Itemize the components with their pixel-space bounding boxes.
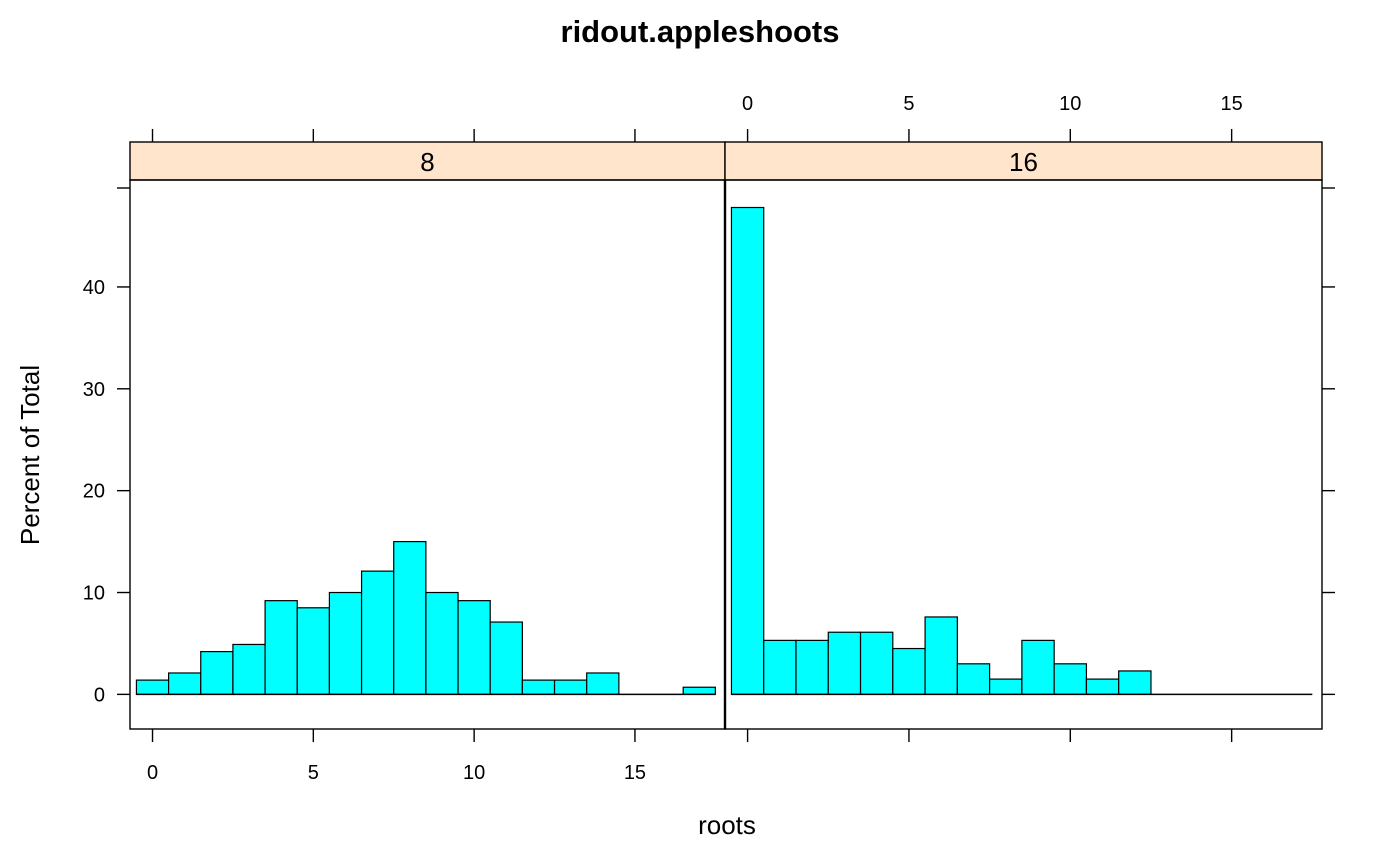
panel-16-bar <box>859 631 894 695</box>
panel-8-bar <box>521 679 556 695</box>
panel-8-bar <box>553 679 588 695</box>
panel-8-bar <box>393 540 427 695</box>
panel-16-strip <box>724 141 1323 181</box>
y-tick-label: 40 <box>83 277 105 299</box>
panel-8-bar <box>167 672 202 695</box>
panel-8-bar <box>200 650 234 695</box>
x-tick-label-top: 10 <box>1059 93 1081 115</box>
panel-8-bar <box>586 672 620 695</box>
panel-16-bar <box>795 639 829 695</box>
x-tick-label-top: 5 <box>903 93 914 115</box>
panel-8-bar <box>425 591 459 695</box>
x-tick-label: 10 <box>463 762 485 784</box>
panel-8-bar <box>457 600 491 695</box>
panel-16-bar <box>989 678 1023 695</box>
panel-8-bar <box>682 686 716 695</box>
panel-16-bar <box>1021 639 1055 695</box>
plot-area: 8 0 5 10 15 16 0 5 10 15 0 10 20 30 40 <box>83 93 1335 784</box>
panel-8-strip-label: 8 <box>420 147 434 177</box>
y-tick-label: 30 <box>83 379 105 401</box>
panel-16-bar <box>730 206 765 695</box>
x-tick-label: 15 <box>624 762 646 784</box>
panel-8-bar <box>328 591 363 695</box>
panel-8-bar <box>296 607 331 695</box>
panel-8-bar <box>264 600 298 695</box>
panel-16-bar <box>956 663 991 695</box>
x-tick-label: 5 <box>308 762 319 784</box>
panel-16-bar <box>763 639 797 695</box>
panel-16-bar <box>924 616 958 695</box>
panel-8-bar <box>360 570 395 695</box>
panel-8-bar <box>135 679 170 695</box>
x-axis-title: roots <box>698 810 756 840</box>
chart-title: ridout.appleshoots <box>561 14 840 49</box>
panel-16-bar <box>892 647 926 695</box>
y-tick-label: 0 <box>94 684 105 706</box>
y-tick-label: 20 <box>83 481 105 503</box>
panel-16-bar <box>1053 663 1088 695</box>
y-axis-title: Percent of Total <box>15 365 45 545</box>
panel-8-bar <box>489 621 523 695</box>
x-tick-label-top: 0 <box>742 93 753 115</box>
panel-8-bar <box>232 643 266 695</box>
x-tick-label: 0 <box>147 762 158 784</box>
panel-8-strip <box>129 141 726 181</box>
x-tick-label-top: 15 <box>1221 93 1243 115</box>
panel-16-bar <box>1085 678 1120 695</box>
y-tick-label: 10 <box>83 583 105 605</box>
panel-16-strip-label: 16 <box>1009 147 1038 177</box>
panel-16-bar <box>1118 670 1152 695</box>
panel-16-bar <box>827 631 862 695</box>
